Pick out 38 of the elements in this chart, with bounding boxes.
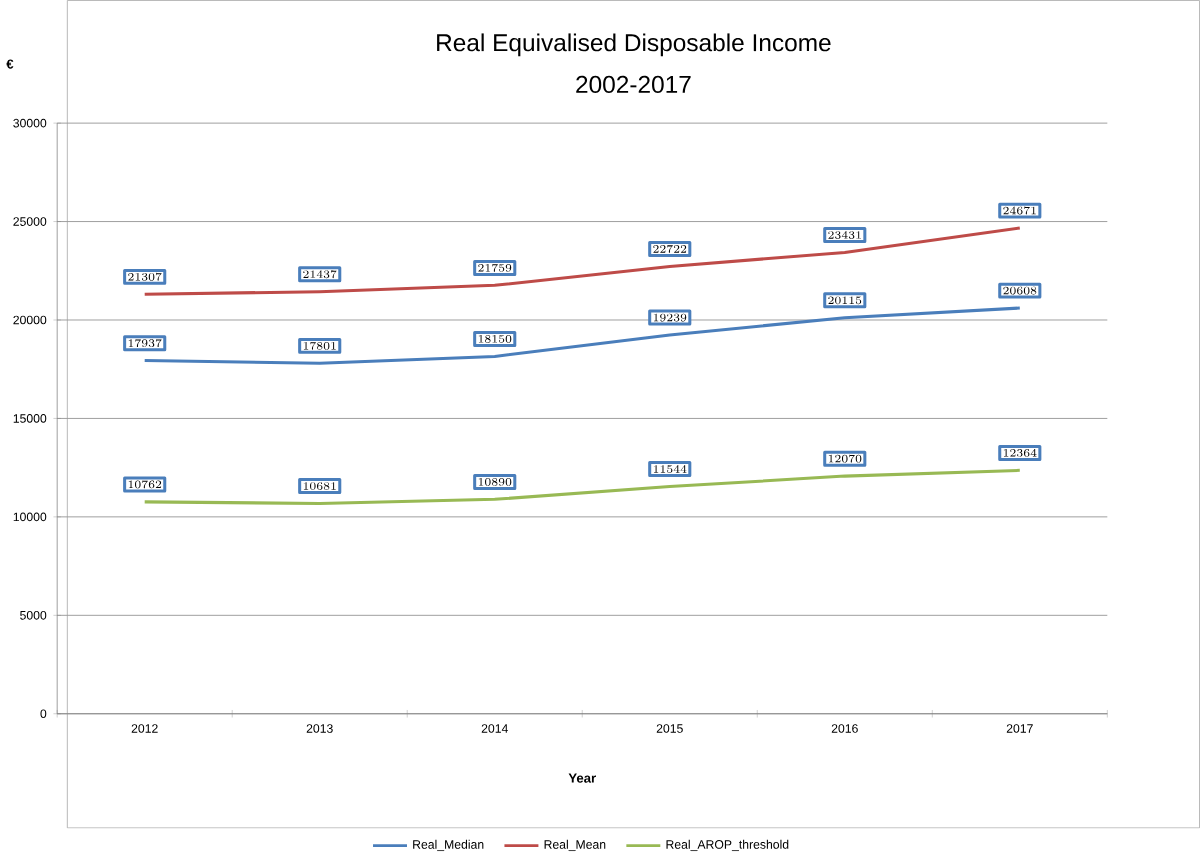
x-tick-label: 2012 <box>131 724 158 733</box>
data-label: 19239 <box>653 313 687 322</box>
data-label: 20608 <box>1003 286 1037 295</box>
legend-label: Real_Median <box>413 839 484 852</box>
data-label: 21437 <box>303 270 337 279</box>
chart-title: Real Equivalised Disposable Income <box>437 33 831 57</box>
x-tick-label: 2016 <box>831 724 858 733</box>
data-label: 20115 <box>828 296 862 305</box>
data-label: 10762 <box>128 480 162 489</box>
chart-subtitle: 2002-2017 <box>576 75 691 94</box>
data-label: 10890 <box>478 478 512 486</box>
data-label: 17801 <box>303 341 336 350</box>
y-tick-label: 30000 <box>13 118 47 128</box>
data-label: 11544 <box>653 465 687 473</box>
y-tick-label: 5000 <box>20 611 47 620</box>
data-label: 21307 <box>128 272 162 281</box>
x-tick-label: 2014 <box>481 724 508 733</box>
x-tick-label: 2013 <box>306 724 333 733</box>
y-axis-title: € <box>6 59 14 69</box>
data-label: 17937 <box>128 339 162 348</box>
y-tick-label: 0 <box>40 709 47 719</box>
legend-label: Real_Mean <box>544 839 606 852</box>
y-tick-label: 25000 <box>13 217 47 226</box>
data-label: 24671 <box>1003 206 1036 215</box>
data-label: 21759 <box>478 263 512 272</box>
x-tick-label: 2017 <box>1006 724 1033 733</box>
data-label: 12070 <box>828 454 862 463</box>
data-label: 12364 <box>1003 448 1037 457</box>
y-tick-label: 20000 <box>13 315 47 325</box>
data-label: 22722 <box>653 245 687 253</box>
y-tick-label: 15000 <box>13 414 47 423</box>
x-axis-title: Year <box>568 773 596 783</box>
data-label: 23431 <box>828 231 861 239</box>
x-tick-label: 2015 <box>656 724 683 733</box>
legend-label: Real_AROP_threshold <box>666 839 789 852</box>
data-label: 18150 <box>478 335 512 343</box>
y-tick-label: 10000 <box>13 512 47 522</box>
data-label: 10681 <box>303 482 336 490</box>
